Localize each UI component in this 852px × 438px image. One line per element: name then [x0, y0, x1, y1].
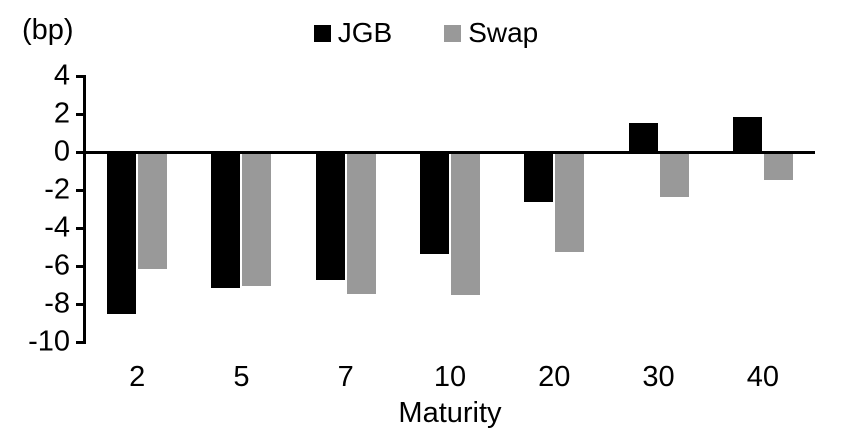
y-tick-mark [76, 112, 85, 116]
x-tick-label-2: 2 [129, 361, 146, 393]
bar-swap-7 [345, 152, 377, 295]
y-axis-unit-label: (bp) [22, 14, 74, 46]
legend-label-jgb: JGB [337, 17, 393, 48]
bar-swap-10 [450, 152, 481, 297]
y-tick-label: -2 [44, 173, 70, 206]
y-tick-mark [76, 74, 85, 78]
bar-swap-5 [241, 152, 273, 287]
bar-jgb-20 [523, 152, 555, 204]
y-tick-mark [76, 264, 85, 268]
bar-swap-30 [658, 152, 690, 198]
legend-item-jgb: JGB [313, 17, 393, 49]
y-tick-label: -8 [44, 287, 70, 320]
bar-jgb-40 [731, 115, 763, 152]
y-tick-label: -4 [44, 211, 70, 244]
bar-jgb-30 [627, 121, 659, 152]
x-tick-label-40: 40 [746, 361, 779, 393]
x-tick-label-30: 30 [642, 361, 675, 393]
legend-label-swap: Swap [468, 17, 539, 48]
x-tick-label-10: 10 [433, 361, 467, 393]
y-tick-label: 0 [53, 135, 70, 168]
y-tick-label: 4 [53, 59, 70, 92]
bar-jgb-7 [314, 152, 346, 282]
y-tick-mark [76, 340, 85, 344]
y-tick-mark [76, 302, 85, 306]
y-tick-mark [76, 226, 85, 230]
bar-jgb-2 [106, 152, 138, 316]
x-tick-label-7: 7 [337, 361, 354, 393]
y-axis-line [83, 75, 86, 344]
swap-series-swatch [444, 24, 462, 42]
y-tick-label: -6 [44, 249, 70, 282]
bar-jgb-5 [210, 152, 242, 289]
y-tick-label: 2 [53, 97, 70, 130]
bar-swap-20 [554, 152, 586, 253]
bar-jgb-10 [419, 152, 450, 255]
x-tick-label-20: 20 [538, 361, 571, 393]
bar-swap-40 [762, 152, 794, 181]
y-tick-label: -10 [28, 325, 70, 358]
zero-baseline [85, 151, 815, 154]
y-tick-mark [76, 150, 85, 154]
legend-item-swap: Swap [444, 17, 538, 49]
bar-swap-2 [137, 152, 169, 270]
jgb-series-swatch [313, 24, 331, 42]
x-axis-title: Maturity [398, 397, 502, 429]
y-tick-mark [76, 188, 85, 192]
x-tick-label-5: 5 [233, 361, 250, 393]
legend: JGB Swap [0, 17, 852, 49]
